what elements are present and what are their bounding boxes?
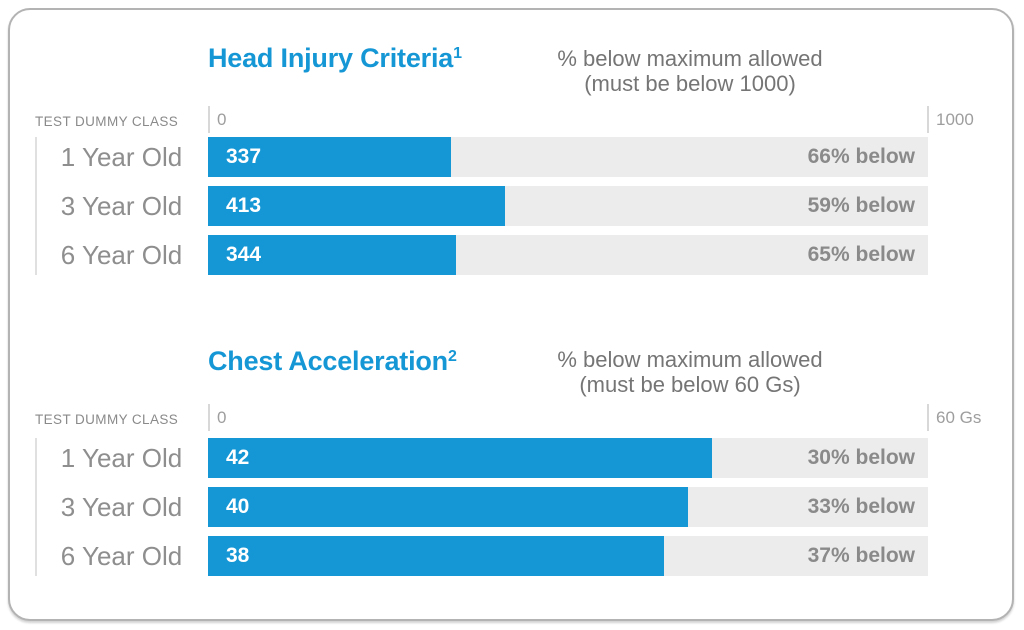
chart2-note: % below maximum allowed (must be below 6…	[470, 347, 910, 397]
percent-below-label: 37% below	[807, 544, 915, 567]
chart2-row-3-year-old: 3 Year Old 40 33% below	[35, 487, 928, 527]
chart2-title-superscript: 2	[447, 348, 457, 365]
chart2-note-line1: % below maximum allowed	[557, 347, 823, 372]
chart1-row-6-year-old: 6 Year Old 344 65% below	[35, 235, 928, 275]
chart1-bar-rows: 1 Year Old 337 66% below 3 Year Old 413 …	[35, 137, 928, 275]
bar-track: 38 37% below	[208, 536, 928, 576]
chart1-note-line2: (must be below 1000)	[584, 71, 796, 96]
category-label: 3 Year Old	[60, 191, 183, 221]
bar-track: 413 59% below	[208, 186, 928, 226]
bar-track: 40 33% below	[208, 487, 928, 527]
bar-fill: 38	[208, 536, 664, 576]
chart1-axis-max-label: 1000	[936, 110, 974, 129]
chart2-axis-tick-min	[208, 404, 210, 431]
bar-track: 337 66% below	[208, 137, 928, 177]
chart1-axis-tick-min	[208, 106, 210, 133]
bar-fill: 337	[208, 137, 451, 177]
category-label: 3 Year Old	[60, 492, 183, 522]
bar-value-label: 413	[226, 194, 262, 217]
chart-card: Head Injury Criteria1 % below maximum al…	[8, 8, 1014, 621]
category-label: 6 Year Old	[60, 541, 183, 571]
chart2-row-1-year-old: 1 Year Old 42 30% below	[35, 438, 928, 478]
chart2-title: Chest Acceleration2	[208, 346, 457, 377]
chart2-bar-rows: 1 Year Old 42 30% below 3 Year Old 40 33…	[35, 438, 928, 576]
chart2-row-6-year-old: 6 Year Old 38 37% below	[35, 536, 928, 576]
chart2-axis-tick-max	[927, 404, 929, 431]
chart2-title-text: Chest Acceleration	[208, 346, 448, 376]
chart2-label-divider-line	[35, 438, 37, 576]
chart1-row-3-year-old: 3 Year Old 413 59% below	[35, 186, 928, 226]
bar-value-label: 344	[226, 243, 262, 266]
chart1-axis-tick-max	[927, 106, 929, 133]
percent-below-label: 66% below	[807, 145, 915, 168]
bar-track: 344 65% below	[208, 235, 928, 275]
chart1-label-divider-line	[35, 137, 37, 275]
bar-value-label: 40	[226, 495, 250, 518]
percent-below-label: 30% below	[807, 446, 915, 469]
category-label: 6 Year Old	[60, 240, 183, 270]
bar-fill: 413	[208, 186, 506, 226]
chart2-axis-row: TEST DUMMY CLASS 0 60 Gs	[10, 403, 1012, 435]
chart1-axis-min-label: 0	[217, 110, 227, 129]
chart2-axis-max-label: 60 Gs	[936, 408, 982, 427]
chart1-title: Head Injury Criteria1	[208, 43, 462, 74]
chart1-note: % below maximum allowed (must be below 1…	[470, 46, 910, 96]
chart1-note-line1: % below maximum allowed	[557, 46, 823, 71]
chart2-note-line2: (must be below 60 Gs)	[579, 372, 801, 397]
chart1-axis-row: TEST DUMMY CLASS 0 1000	[10, 105, 1012, 137]
percent-below-label: 33% below	[807, 495, 915, 518]
bar-fill: 42	[208, 438, 712, 478]
bar-fill: 344	[208, 235, 456, 275]
category-label: 1 Year Old	[60, 443, 183, 473]
bar-track: 42 30% below	[208, 438, 928, 478]
chart1-title-text: Head Injury Criteria	[208, 43, 454, 73]
category-label: 1 Year Old	[60, 142, 183, 172]
percent-below-label: 65% below	[807, 243, 915, 266]
chart2-axis-min-label: 0	[217, 408, 227, 427]
bar-fill: 40	[208, 487, 688, 527]
percent-below-label: 59% below	[807, 194, 915, 217]
chart2-row-header: TEST DUMMY CLASS	[35, 412, 179, 427]
chart1-row-header: TEST DUMMY CLASS	[35, 114, 179, 129]
chart1-row-1-year-old: 1 Year Old 337 66% below	[35, 137, 928, 177]
bar-value-label: 42	[226, 446, 250, 469]
chart1-title-superscript: 1	[453, 45, 462, 62]
bar-value-label: 337	[226, 145, 262, 168]
bar-value-label: 38	[226, 544, 250, 567]
